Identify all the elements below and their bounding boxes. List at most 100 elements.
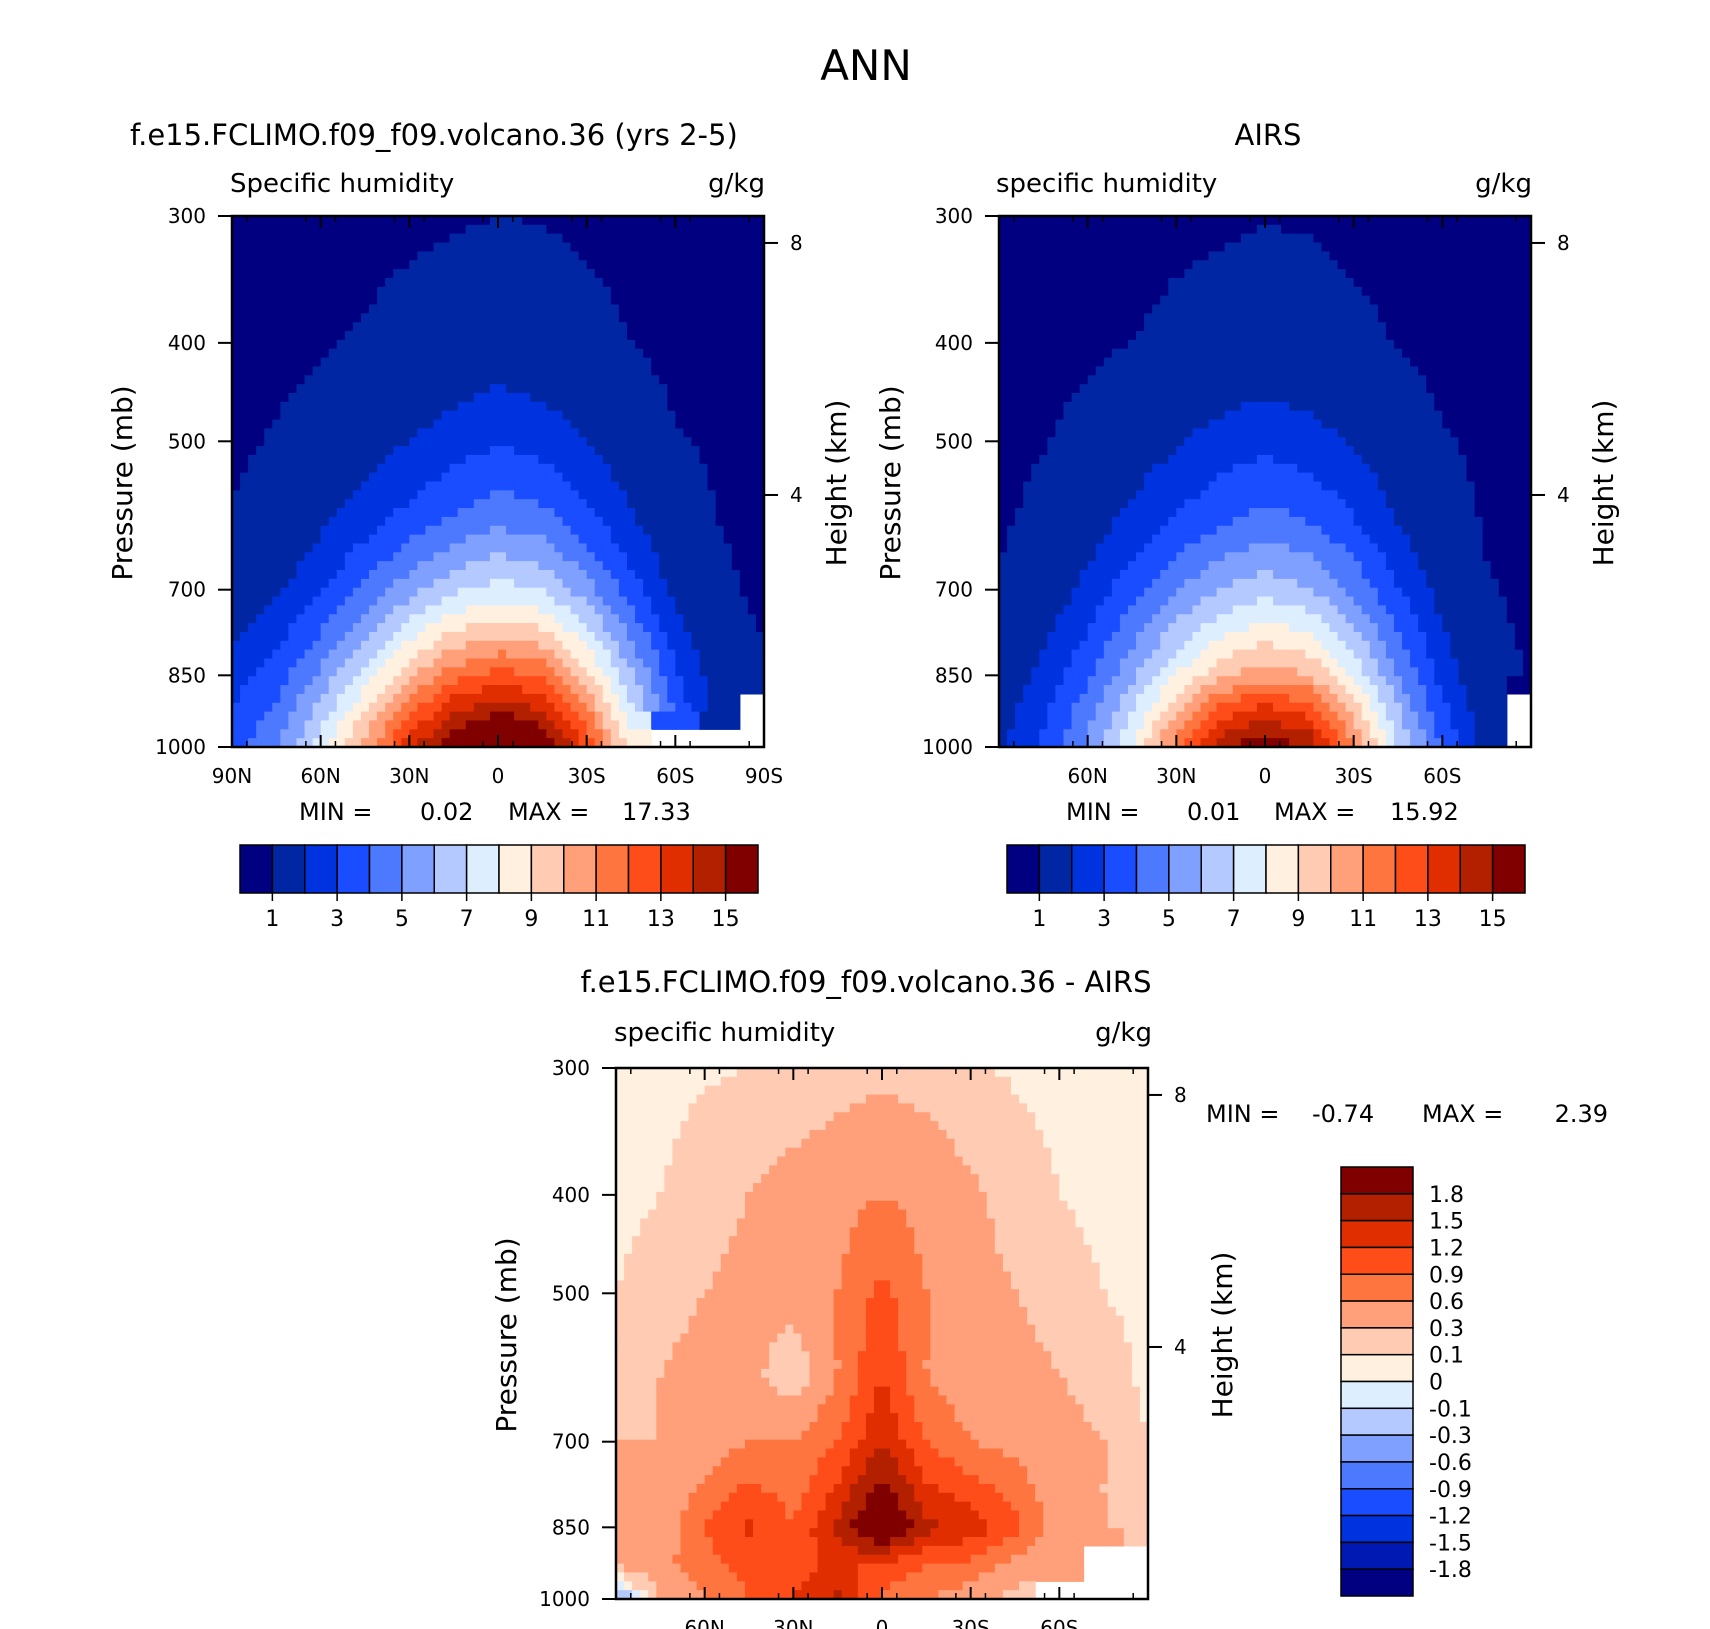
heatmap-cell bbox=[344, 375, 354, 385]
heatmap-cell bbox=[369, 260, 378, 270]
heatmap-cell bbox=[755, 534, 765, 545]
heatmap-cell bbox=[417, 614, 427, 624]
heatmap-cell bbox=[1522, 313, 1532, 323]
heatmap-cell bbox=[715, 242, 725, 252]
heatmap-cell bbox=[240, 720, 249, 730]
heatmap-cell bbox=[594, 702, 604, 713]
heatmap-cell bbox=[1248, 277, 1258, 288]
heatmap-cell bbox=[377, 649, 386, 660]
heatmap-cell bbox=[232, 738, 241, 748]
heatmap-cell bbox=[296, 614, 306, 624]
heatmap-cell bbox=[554, 339, 564, 350]
heatmap-cell bbox=[554, 614, 564, 624]
heatmap-cell bbox=[699, 242, 709, 252]
heatmap-cell bbox=[755, 242, 765, 252]
heatmap-cell bbox=[417, 277, 427, 288]
heatmap-cell bbox=[538, 286, 547, 297]
heatmap-cell bbox=[506, 570, 515, 580]
heatmap-cell bbox=[707, 640, 717, 651]
heatmap-cell bbox=[385, 295, 394, 306]
heatmap-cell bbox=[304, 366, 314, 376]
colorbar-label: 7 bbox=[460, 907, 474, 932]
heatmap-cell bbox=[304, 534, 314, 545]
heatmap-cell bbox=[1127, 277, 1137, 288]
heatmap-cell bbox=[498, 437, 507, 447]
heatmap-cell bbox=[498, 269, 507, 279]
heatmap-cell bbox=[554, 419, 564, 429]
heatmap-cell bbox=[554, 685, 564, 695]
heatmap-cell bbox=[336, 516, 346, 527]
heatmap-cell bbox=[618, 561, 628, 571]
heatmap-cell bbox=[393, 304, 402, 314]
heatmap-cell bbox=[280, 269, 290, 279]
heatmap-cell bbox=[401, 463, 410, 474]
heatmap-cell bbox=[312, 711, 322, 722]
heatmap-cell bbox=[715, 331, 725, 341]
heatmap-cell bbox=[731, 224, 741, 235]
heatmap-cell bbox=[554, 224, 564, 235]
heatmap-cell bbox=[409, 534, 418, 545]
heatmap-cell bbox=[602, 393, 612, 403]
heatmap-cell bbox=[578, 490, 588, 500]
heatmap-cell bbox=[1337, 304, 1347, 314]
heatmap-cell bbox=[328, 313, 338, 323]
heatmap-cell bbox=[530, 295, 539, 306]
heatmap-cell bbox=[1111, 286, 1121, 297]
heatmap-cell bbox=[586, 277, 596, 288]
heatmap-cell bbox=[594, 552, 604, 562]
heatmap-cell bbox=[369, 499, 378, 509]
heatmap-cell bbox=[586, 631, 596, 642]
heatmap-cell bbox=[635, 446, 644, 456]
heatmap-cell bbox=[1329, 224, 1339, 235]
heatmap-cell bbox=[360, 543, 370, 553]
heatmap-cell bbox=[1160, 277, 1169, 288]
heatmap-cell bbox=[683, 596, 693, 606]
heatmap-cell bbox=[618, 499, 628, 509]
heatmap-cell bbox=[473, 570, 483, 580]
heatmap-cell bbox=[723, 419, 733, 429]
heatmap-cell bbox=[1289, 286, 1298, 297]
heatmap-cell bbox=[586, 428, 596, 438]
heatmap-cell bbox=[546, 623, 556, 633]
heatmap-cell bbox=[1224, 260, 1234, 270]
heatmap-cell bbox=[248, 339, 257, 350]
heatmap-cell bbox=[377, 437, 386, 447]
heatmap-cell bbox=[999, 269, 1008, 279]
heatmap-cell bbox=[288, 295, 298, 306]
heatmap-cell bbox=[248, 233, 257, 244]
heatmap-cell bbox=[554, 454, 564, 465]
y2-tick-label: 4 bbox=[790, 483, 803, 507]
heatmap-cell bbox=[393, 463, 402, 474]
heatmap-cell bbox=[667, 525, 676, 536]
heatmap-cell bbox=[731, 322, 741, 332]
heatmap-cell bbox=[546, 702, 556, 713]
heatmap-cell bbox=[755, 508, 765, 518]
heatmap-cell bbox=[360, 508, 370, 518]
heatmap-cell bbox=[538, 216, 547, 226]
heatmap-cell bbox=[401, 729, 410, 739]
heatmap-cell bbox=[514, 729, 523, 739]
heatmap-cell bbox=[699, 472, 709, 483]
heatmap-cell bbox=[1305, 339, 1314, 350]
heatmap-cell bbox=[1168, 251, 1177, 261]
heatmap-cell bbox=[328, 348, 338, 359]
heatmap-cell bbox=[425, 640, 435, 651]
heatmap-cell bbox=[707, 685, 717, 695]
heatmap-cell bbox=[586, 463, 596, 474]
heatmap-cell bbox=[602, 720, 612, 730]
heatmap-cell bbox=[232, 481, 241, 491]
heatmap-cell bbox=[538, 295, 547, 306]
heatmap-cell bbox=[643, 393, 652, 403]
heatmap-cell bbox=[562, 605, 572, 615]
heatmap-cell bbox=[344, 437, 354, 447]
heatmap-cell bbox=[1136, 304, 1145, 314]
heatmap-cell bbox=[344, 269, 354, 279]
heatmap-cell bbox=[723, 216, 733, 226]
heatmap-cell bbox=[643, 525, 652, 536]
heatmap-cell bbox=[457, 260, 467, 270]
heatmap-cell bbox=[562, 463, 572, 474]
heatmap-cell bbox=[626, 260, 636, 270]
heatmap-cell bbox=[755, 410, 765, 421]
heatmap-cell bbox=[1498, 233, 1508, 244]
